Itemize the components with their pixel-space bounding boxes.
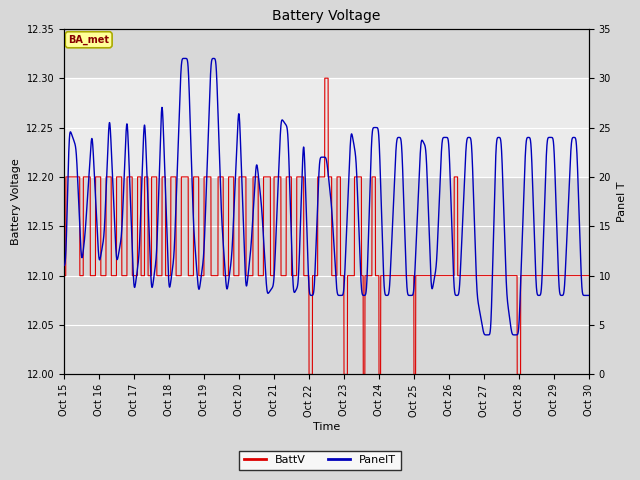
Bar [64,78,589,177]
X-axis label: Time: Time [313,422,340,432]
Title: Battery Voltage: Battery Voltage [272,10,381,24]
Text: BA_met: BA_met [68,35,109,45]
Legend: BattV, PanelT: BattV, PanelT [239,451,401,469]
Y-axis label: Panel T: Panel T [616,181,627,222]
Y-axis label: Battery Voltage: Battery Voltage [11,158,21,245]
